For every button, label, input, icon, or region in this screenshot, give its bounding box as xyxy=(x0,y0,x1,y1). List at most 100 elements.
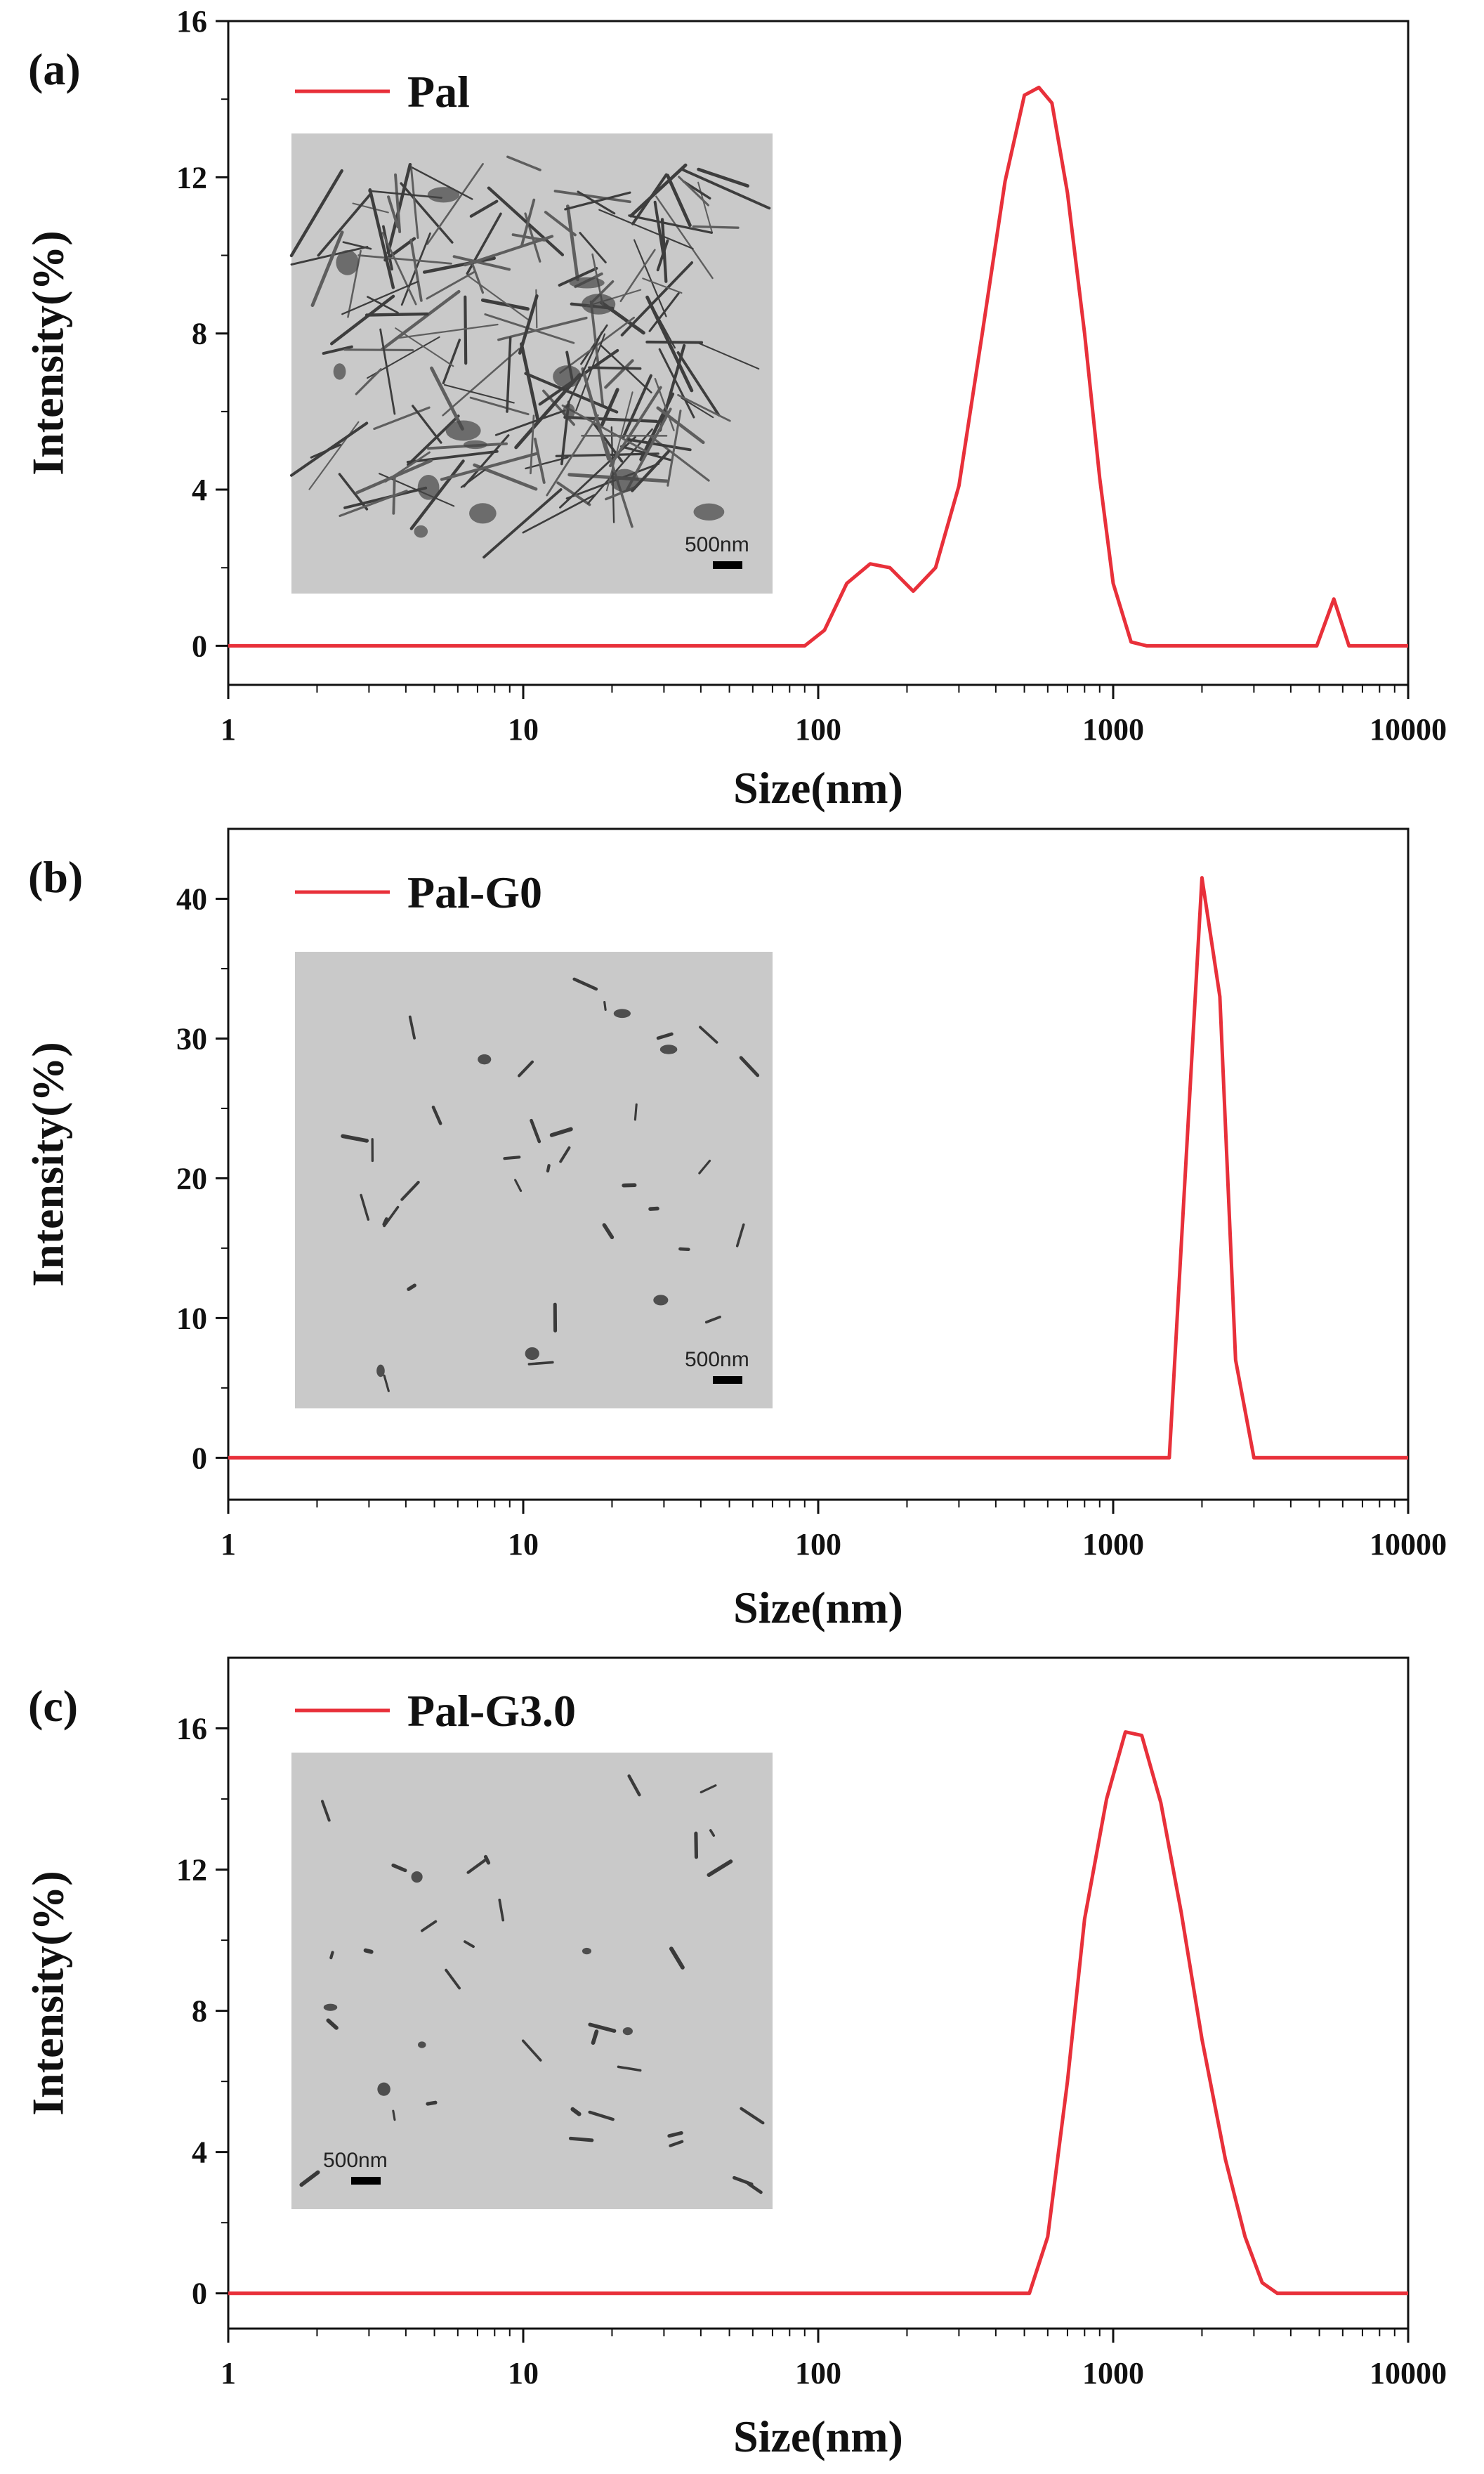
inset-fiber xyxy=(511,233,546,242)
inset-fiber xyxy=(521,2039,542,2062)
inset-fiber xyxy=(681,397,714,419)
x-tick-label: 100 xyxy=(795,2356,841,2390)
inset-fiber xyxy=(698,1159,711,1174)
inset-fiber xyxy=(452,255,511,271)
x-tick-label: 10 xyxy=(508,2356,539,2390)
inset-fiber xyxy=(591,2029,599,2046)
inset-fiber xyxy=(740,2107,765,2125)
y-tick-label: 30 xyxy=(176,1021,207,1056)
inset-particle xyxy=(478,1054,492,1065)
inset-fiber xyxy=(487,186,565,256)
inset-fiber xyxy=(442,339,461,385)
inset-fiber xyxy=(588,366,642,370)
y-axis-title: Intensity(%) xyxy=(23,230,73,475)
inset-fiber xyxy=(484,313,575,344)
inset-fiber xyxy=(321,1800,331,1822)
inset-particle xyxy=(427,187,460,203)
inset-fiber xyxy=(580,324,608,365)
inset-fiber xyxy=(412,405,442,444)
inset-fiber xyxy=(699,1026,718,1044)
inset-fiber xyxy=(520,342,539,421)
inset-fiber xyxy=(360,1193,370,1221)
series-line-Pal-G0 xyxy=(228,876,1408,1460)
inset-fiber xyxy=(653,200,666,259)
inset-fiber xyxy=(442,348,520,417)
inset-fiber xyxy=(411,166,473,200)
x-tick-label: 1000 xyxy=(1082,1527,1144,1562)
inset-fiber xyxy=(563,415,659,424)
inset-fiber xyxy=(570,2107,582,2116)
inset-fiber xyxy=(627,438,692,452)
y-tick-label: 0 xyxy=(192,2277,207,2311)
scale-bar xyxy=(351,2177,381,2185)
inset-fiber xyxy=(602,1223,615,1240)
inset-particle xyxy=(582,1947,592,1955)
inset-fiber xyxy=(605,391,633,492)
inset-fiber xyxy=(565,204,579,282)
inset-fiber xyxy=(677,393,731,422)
inset-fiber xyxy=(676,351,721,417)
y-axis: 0 4 8 12 16 xyxy=(176,4,228,663)
inset-fiber xyxy=(289,169,343,258)
inset-fiber xyxy=(658,348,695,419)
inset-fiber xyxy=(355,459,433,495)
x-tick-label: 1 xyxy=(221,2356,236,2390)
inset-fiber xyxy=(407,1283,416,1291)
inset-fiber xyxy=(394,323,499,339)
inset-fiber xyxy=(565,331,603,408)
inset-particle xyxy=(610,469,639,492)
inset-fiber xyxy=(709,1828,716,1837)
inset-fiber xyxy=(604,359,634,389)
inset-fiber xyxy=(408,1015,416,1040)
inset-fiber xyxy=(383,1205,400,1228)
inset-fiber xyxy=(617,2065,642,2072)
inset-fiber xyxy=(564,191,631,211)
inset-fiber xyxy=(694,1831,699,1859)
inset-fiber xyxy=(633,1103,638,1121)
x-tick-label: 10 xyxy=(508,1527,539,1562)
inset-fiber xyxy=(546,1164,551,1173)
inset-fiber xyxy=(329,1951,334,1960)
legend: Pal xyxy=(295,67,470,117)
inset-particle xyxy=(445,420,481,441)
panel-label: (c) xyxy=(28,1681,78,1731)
chart-panel-1: 500nm 1 10 100 1000 10000 0 4 8 12 16 Size(nm) Inten… xyxy=(23,4,1447,813)
inset-particle xyxy=(336,250,359,275)
y-tick-label: 0 xyxy=(192,629,207,663)
inset-background xyxy=(295,952,773,1408)
inset-fiber xyxy=(666,174,692,228)
inset-fiber xyxy=(310,443,341,459)
inset-fiber xyxy=(579,232,607,263)
tem-inset-image: 500nm xyxy=(291,1753,773,2209)
inset-fiber xyxy=(631,173,668,225)
inset-fiber xyxy=(469,199,499,218)
inset-particle xyxy=(613,1009,631,1019)
inset-fiber xyxy=(598,209,694,250)
inset-fiber xyxy=(645,340,704,344)
y-tick-label: 16 xyxy=(176,4,207,39)
inset-particle xyxy=(469,503,497,524)
y-tick-label: 40 xyxy=(176,882,207,916)
inset-fiber xyxy=(381,289,461,351)
inset-fiber xyxy=(648,1206,659,1211)
scale-bar-label: 500nm xyxy=(685,533,749,556)
inset-fiber xyxy=(652,308,676,349)
inset-fiber xyxy=(581,367,610,461)
inset-fiber xyxy=(525,457,569,470)
y-tick-label: 10 xyxy=(176,1301,207,1335)
inset-particle xyxy=(463,440,487,450)
x-tick-label: 100 xyxy=(795,712,841,747)
inset-fiber xyxy=(608,386,662,468)
inset-fiber xyxy=(443,384,515,404)
inset-particle xyxy=(569,277,605,289)
inset-fiber xyxy=(558,267,598,287)
inset-fiber xyxy=(494,410,566,436)
y-axis-title: Intensity(%) xyxy=(23,1871,73,2115)
inset-fiber xyxy=(440,452,539,481)
scale-bar xyxy=(713,1376,742,1384)
legend-label: Pal xyxy=(407,67,470,117)
inset-fiber xyxy=(357,254,452,265)
inset-fiber xyxy=(669,1946,685,1970)
inset-fiber xyxy=(546,414,599,497)
inset-fiber xyxy=(363,1948,374,1954)
